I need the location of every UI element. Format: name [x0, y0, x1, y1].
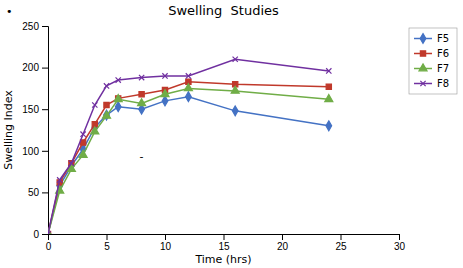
y-axis-tick-label: 0 — [33, 229, 39, 240]
y-axis-tick-label: 50 — [28, 187, 40, 198]
y-axis-tick: 50 — [28, 187, 48, 198]
y-axis-tick-label: 150 — [22, 104, 39, 115]
x-axis-tick-label: 15 — [218, 241, 230, 252]
marker — [48, 231, 51, 234]
marker — [186, 92, 192, 102]
legend-frame — [409, 28, 457, 94]
y-axis-title: Swelling Index — [2, 90, 15, 170]
x-axis-tick-mark — [107, 234, 108, 240]
marker — [69, 161, 74, 166]
legend-label: F7 — [437, 63, 449, 74]
y-axis-tick: 100 — [22, 146, 48, 157]
legend-item: F5 — [414, 33, 449, 44]
legend-item: F7 — [414, 63, 449, 74]
marker — [104, 83, 109, 88]
marker — [326, 84, 331, 89]
y-axis-tick: 150 — [22, 104, 48, 115]
marker — [91, 127, 99, 134]
x-axis-tick-label: 10 — [160, 241, 172, 252]
marker — [232, 106, 238, 116]
y-axis-tick: 200 — [22, 62, 48, 73]
x-axis-tick-label: 0 — [46, 241, 52, 252]
line — [48, 59, 329, 234]
series — [48, 92, 332, 234]
marker — [102, 111, 110, 118]
marker — [326, 68, 331, 73]
annotation: • — [6, 5, 13, 18]
marker — [114, 95, 122, 102]
marker — [138, 99, 146, 106]
marker — [162, 96, 168, 106]
series — [48, 84, 333, 234]
marker — [57, 177, 62, 182]
chart: 0 5 10 15 20 25 30 0 50 100 150 200 250 Swelling Stud… — [0, 0, 463, 268]
x-axis-tick-label: 25 — [335, 241, 347, 252]
x-axis-tick-mark — [399, 234, 400, 240]
marker — [116, 77, 121, 82]
x-axis-title: Time (hrs) — [194, 253, 251, 266]
y-axis-tick-mark — [42, 151, 48, 152]
legend-label: F5 — [437, 33, 449, 44]
series — [48, 57, 331, 234]
marker — [231, 86, 239, 93]
y-axis-tick-mark — [42, 26, 48, 27]
marker — [326, 121, 332, 131]
x-axis-tick: 30 — [394, 234, 406, 252]
x-axis-tick-label: 20 — [277, 241, 289, 252]
legend-label: F6 — [437, 48, 449, 59]
line — [48, 88, 329, 234]
x-axis-tick-label: 5 — [104, 241, 110, 252]
title: Swelling Studies — [168, 3, 279, 18]
marker — [186, 73, 191, 78]
x-axis-tick-label: 30 — [394, 241, 406, 252]
annotation: - — [140, 150, 144, 163]
marker — [104, 102, 109, 107]
marker — [79, 150, 87, 157]
marker — [325, 95, 333, 102]
y-axis-tick-label: 100 — [22, 146, 39, 157]
legend: F5 F6 F7 F8 — [409, 28, 457, 94]
marker — [139, 92, 144, 97]
legend-marker — [419, 64, 427, 71]
x-axis-tick-mark — [341, 234, 342, 240]
plot-area: 0 5 10 15 20 25 30 0 50 100 150 200 250 — [22, 21, 405, 252]
legend-marker — [420, 81, 425, 86]
x-axis-tick: 10 — [160, 234, 172, 252]
legend-item: F6 — [414, 48, 449, 59]
legend-marker — [420, 51, 425, 56]
y-axis-tick: 0 — [33, 229, 48, 240]
y-axis: 0 50 100 150 200 250 — [22, 21, 48, 240]
y-axis-tick-label: 200 — [22, 62, 39, 73]
marker — [139, 75, 144, 80]
legend-label: F8 — [437, 78, 449, 89]
marker — [233, 57, 238, 62]
y-axis-tick-mark — [42, 109, 48, 110]
y-axis-line — [42, 27, 49, 235]
series — [48, 79, 331, 234]
x-axis-tick: 15 — [218, 234, 230, 252]
x-axis-tick-mark — [165, 234, 166, 240]
x-axis-tick: 5 — [104, 234, 110, 252]
marker — [162, 73, 167, 78]
y-axis-tick-mark — [42, 192, 48, 193]
marker — [80, 132, 85, 137]
x-axis-tick-mark — [282, 234, 283, 240]
x-axis-line — [49, 235, 400, 241]
legend-marker — [420, 34, 426, 44]
marker — [161, 90, 169, 97]
y-axis-tick-mark — [42, 68, 48, 69]
x-axis-tick: 0 — [46, 234, 52, 252]
y-axis-tick: 250 — [22, 21, 48, 32]
legend-item: F8 — [414, 78, 449, 89]
marker — [184, 84, 192, 91]
x-axis: 0 5 10 15 20 25 30 — [46, 234, 406, 252]
y-axis-tick-mark — [42, 234, 48, 235]
x-axis-tick: 25 — [335, 234, 347, 252]
line — [48, 82, 329, 234]
x-axis-tick-mark — [224, 234, 225, 240]
y-axis-tick-label: 250 — [22, 21, 39, 32]
x-axis-tick: 20 — [277, 234, 289, 252]
marks — [48, 57, 333, 234]
marker — [92, 102, 97, 107]
